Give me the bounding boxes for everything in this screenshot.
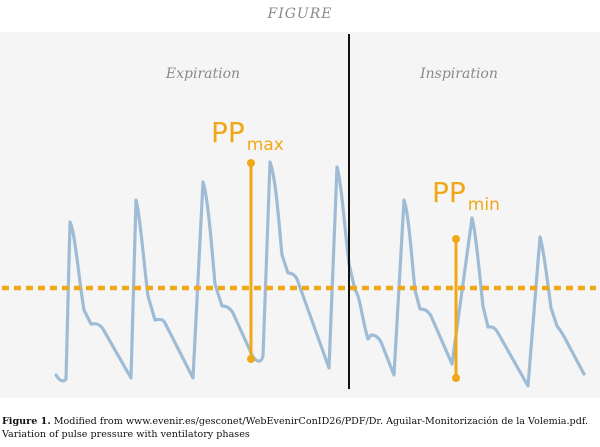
arterial-pressure-waveform — [54, 160, 586, 388]
figure-caption: Figure 1. Modified from www.evenir.es/ge… — [2, 415, 598, 441]
pp-min-bottom-dot — [452, 374, 460, 382]
pp-min-label: PP min — [432, 176, 500, 215]
pp-max-bottom-dot — [247, 355, 255, 363]
figure-header: FIGURE — [267, 6, 333, 22]
caption-source-text: Modified from www.evenir.es/gesconet/Web… — [50, 416, 589, 427]
pp-min-label-main: PP — [432, 176, 466, 209]
caption-line-2: Variation of pulse pressure with ventila… — [2, 429, 250, 440]
caption-line-1: Figure 1. Modified from www.evenir.es/ge… — [2, 415, 598, 428]
pp-min-top-dot — [452, 235, 460, 243]
pp-max-label-sub: max — [247, 135, 284, 155]
pp-min-label-sub: min — [468, 195, 500, 215]
figure-diagram: Expiration Inspiration PP max PP min — [0, 32, 600, 398]
inspiration-label: Inspiration — [419, 66, 498, 82]
pp-max-top-dot — [247, 159, 255, 167]
pp-max-label-main: PP — [211, 116, 245, 149]
caption-figure-label: Figure 1. — [2, 416, 51, 427]
pp-max-label: PP max — [211, 116, 284, 155]
expiration-label: Expiration — [165, 66, 240, 82]
